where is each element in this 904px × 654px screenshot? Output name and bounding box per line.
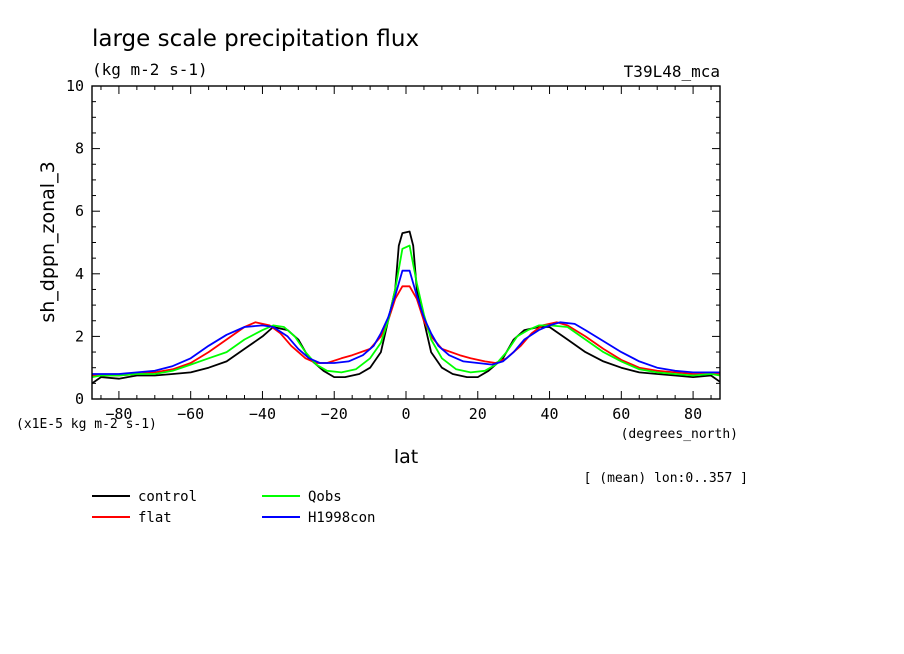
series-line-flat xyxy=(92,285,720,377)
series-line-control xyxy=(91,230,721,385)
legend-label: control xyxy=(138,489,197,505)
x-tick-label: 60 xyxy=(612,405,630,423)
plot-frame xyxy=(91,85,721,400)
y-tick-label: 0 xyxy=(75,390,84,408)
x-axis-label: lat xyxy=(394,446,418,468)
x-tick-label: −20 xyxy=(321,405,348,423)
chart-title: large scale precipitation flux xyxy=(92,26,419,52)
legend: control flat Qobs H1998con xyxy=(92,489,375,526)
axis-ticks xyxy=(92,85,720,400)
x-tick-label: −60 xyxy=(177,405,204,423)
y-tick-label: 8 xyxy=(75,140,84,158)
legend-label: H1998con xyxy=(308,510,375,526)
y-tick-label: 6 xyxy=(75,202,84,220)
x-tick-label: −80 xyxy=(105,405,132,423)
y-tick-label: 2 xyxy=(75,327,84,345)
legend-label: Qobs xyxy=(308,489,342,505)
x-tick-labels: −80 −60 −40 −20 0 20 40 60 80 xyxy=(105,405,702,423)
y-tick-label: 10 xyxy=(66,77,84,95)
x-units: (degrees_north) xyxy=(621,427,738,442)
x-tick-label: 20 xyxy=(469,405,487,423)
y-tick-labels: 0 2 4 6 8 10 xyxy=(66,77,84,408)
footnote: [ (mean) lon:0..357 ] xyxy=(584,471,748,486)
chart-subtitle: (kg m-2 s-1) xyxy=(92,60,208,79)
y-axis-label: sh_dppn_zonal_3 xyxy=(37,161,59,322)
series-line-qobs xyxy=(91,244,721,378)
x-tick-label: 0 xyxy=(401,405,410,423)
experiment-label: T39L48_mca xyxy=(624,62,720,81)
legend-label: flat xyxy=(138,510,172,526)
x-tick-label: 40 xyxy=(541,405,559,423)
series-lines xyxy=(91,230,721,385)
x-tick-label: 80 xyxy=(684,405,702,423)
series-line-h1998con xyxy=(92,269,720,375)
x-tick-label: −40 xyxy=(249,405,276,423)
y-scale-note: (x1E-5 kg m-2 s-1) xyxy=(16,417,157,432)
y-tick-label: 4 xyxy=(75,265,84,283)
